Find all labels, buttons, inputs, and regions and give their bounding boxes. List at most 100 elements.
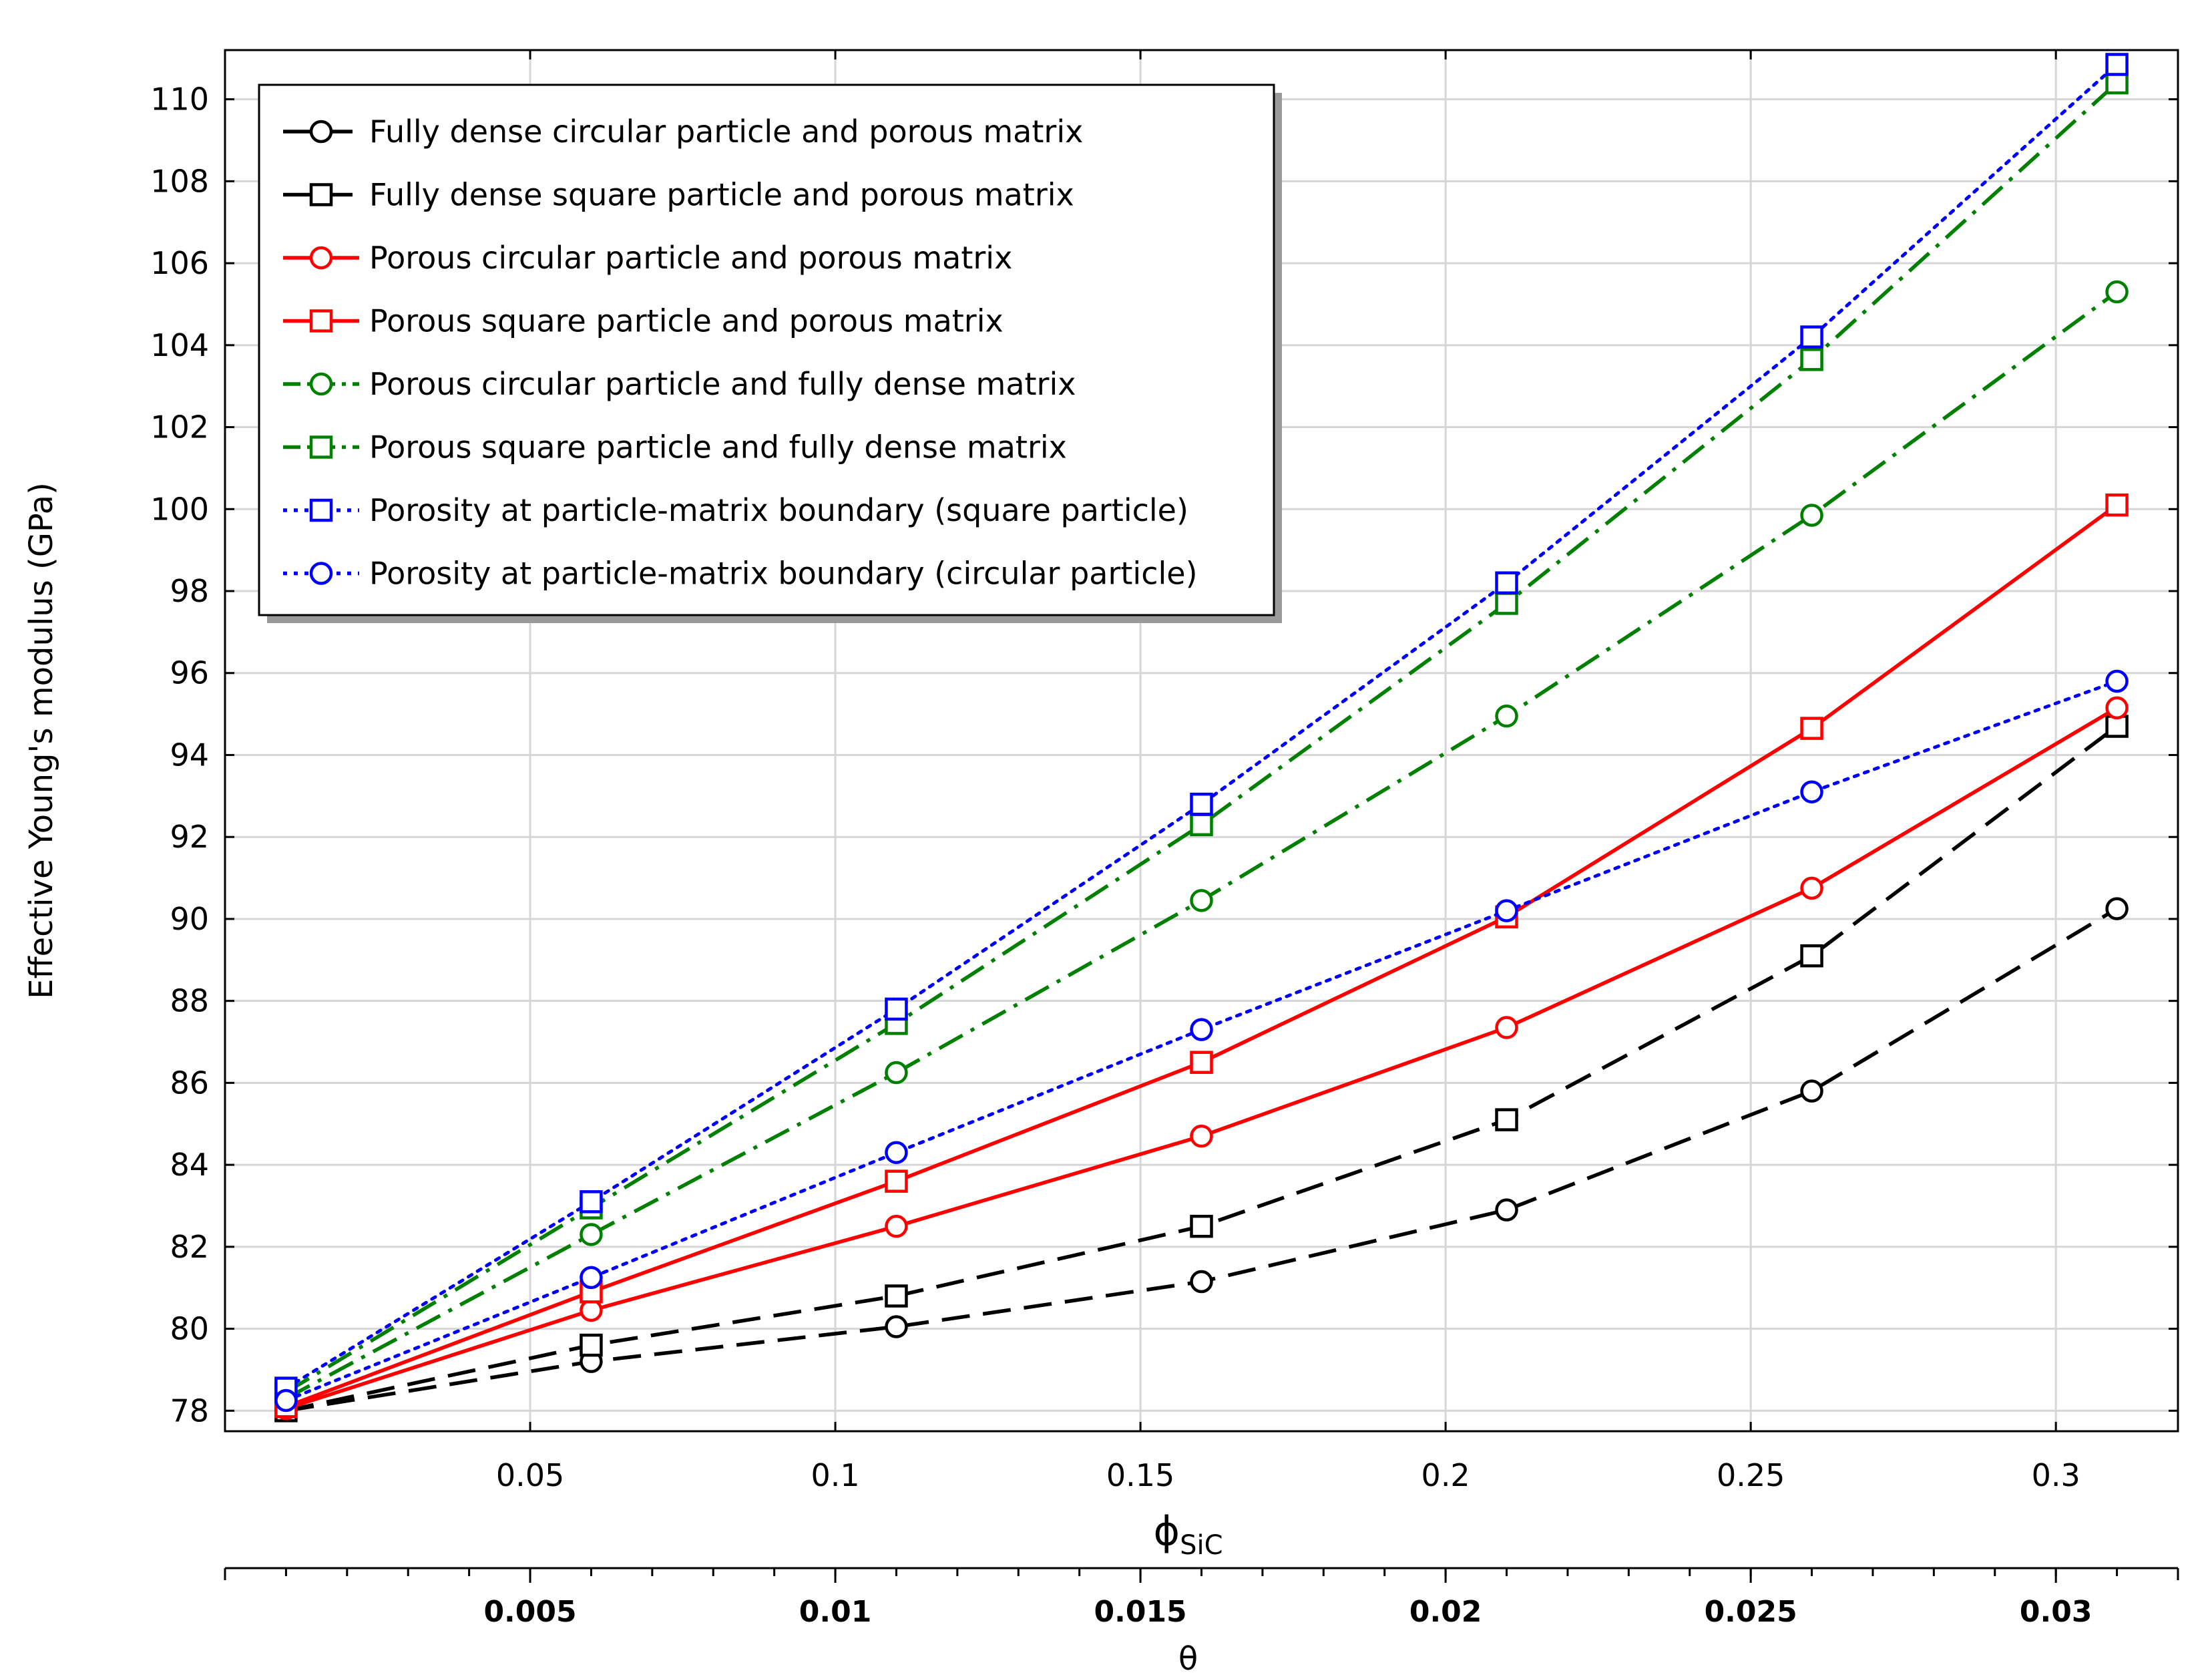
legend-item: Porous square particle and fully dense m… — [283, 429, 1067, 465]
legend-item: Porosity at particle-matrix boundary (sq… — [283, 492, 1188, 528]
y-tick-label: 106 — [150, 245, 209, 281]
data-point — [580, 1190, 603, 1214]
legend-marker — [309, 498, 333, 522]
y-tick-label: 100 — [150, 491, 209, 527]
data-point — [1800, 504, 1823, 527]
legend-marker — [309, 183, 333, 206]
secondary-x-axis-title: θ — [1178, 1640, 1198, 1678]
legend-label: Porous circular particle and fully dense… — [369, 366, 1076, 402]
x-tick-label: 0.15 — [1106, 1457, 1174, 1493]
data-point — [1190, 813, 1213, 837]
legend-item: Porous square particle and porous matrix — [283, 303, 1004, 339]
data-point — [1495, 704, 1518, 728]
data-point — [1190, 889, 1213, 912]
secondary-x-tick-label: 0.01 — [799, 1595, 872, 1629]
y-tick-label: 108 — [150, 163, 209, 199]
series-8 — [274, 669, 2129, 1413]
y-tick-label: 86 — [170, 1065, 209, 1101]
data-point — [885, 1284, 908, 1308]
legend-marker — [309, 120, 333, 144]
data-point — [1190, 1270, 1213, 1294]
data-point — [1800, 876, 1823, 900]
y-tick-label: 80 — [170, 1311, 209, 1347]
x-tick-label: 0.25 — [1717, 1457, 1785, 1493]
data-point — [2105, 897, 2129, 920]
y-axis-title: Effective Young's modulus (GPa) — [23, 482, 60, 999]
legend-marker — [309, 309, 333, 333]
data-point — [885, 997, 908, 1021]
data-point — [1800, 325, 1823, 349]
data-point — [2105, 669, 2129, 693]
data-point — [580, 1266, 603, 1290]
x-axis-title-main: ϕ — [1153, 1508, 1180, 1555]
x-tick-label: 0.2 — [1421, 1457, 1470, 1493]
data-point — [2105, 696, 2129, 720]
series-line — [285, 907, 2119, 1413]
data-point — [580, 1333, 603, 1357]
data-point — [1495, 571, 1518, 594]
legend-marker — [309, 246, 333, 270]
data-point — [1495, 592, 1518, 615]
series-1 — [274, 897, 2129, 1423]
y-tick-label: 84 — [170, 1147, 209, 1183]
x-tick-label: 0.05 — [496, 1457, 564, 1493]
secondary-x-tick-label: 0.015 — [1094, 1595, 1187, 1629]
y-tick-label: 82 — [170, 1229, 209, 1265]
y-tick-label: 102 — [150, 409, 209, 445]
legend-item: Porous circular particle and fully dense… — [283, 366, 1076, 402]
legend-box — [258, 83, 1275, 616]
data-point — [1495, 1198, 1518, 1222]
data-point — [1800, 944, 1823, 968]
data-point — [1190, 1051, 1213, 1074]
legend: Fully dense circular particle and porous… — [258, 83, 1282, 623]
x-tick-label: 0.1 — [811, 1457, 859, 1493]
data-point — [1800, 717, 1823, 740]
y-tick-label: 90 — [170, 901, 209, 937]
data-point — [580, 1223, 603, 1246]
legend-item: Fully dense circular particle and porous… — [283, 114, 1083, 150]
legend-item: Fully dense square particle and porous m… — [283, 177, 1074, 213]
legend-marker — [309, 562, 333, 585]
data-point — [2105, 280, 2129, 304]
x-tick-label: 0.3 — [2032, 1457, 2080, 1493]
data-point — [1800, 780, 1823, 803]
legend-item: Porosity at particle-matrix boundary (ci… — [283, 556, 1198, 592]
data-point — [885, 1214, 908, 1238]
legend-label: Porous square particle and fully dense m… — [369, 429, 1067, 465]
legend-label: Fully dense square particle and porous m… — [369, 177, 1074, 213]
x-axis-title-subscript: SiC — [1180, 1530, 1223, 1561]
data-point — [1190, 1018, 1213, 1041]
series-group — [274, 53, 2129, 1423]
y-tick-label: 92 — [170, 819, 209, 855]
y-tick-label: 110 — [150, 81, 209, 118]
data-point — [2105, 493, 2129, 517]
data-point — [1495, 1108, 1518, 1131]
legend-label: Porosity at particle-matrix boundary (sq… — [369, 492, 1188, 528]
data-point — [274, 1388, 298, 1413]
data-point — [1190, 792, 1213, 816]
data-point — [2105, 53, 2129, 76]
y-tick-label: 94 — [170, 737, 209, 773]
data-point — [885, 1141, 908, 1164]
y-tick-label: 98 — [170, 573, 209, 609]
y-tick-label: 104 — [150, 327, 209, 363]
secondary-x-tick-label: 0.025 — [1705, 1595, 1797, 1629]
data-point — [885, 1061, 908, 1085]
data-point — [1495, 1016, 1518, 1039]
data-point — [1800, 1079, 1823, 1103]
x-axis-title: ϕSiC — [1153, 1508, 1223, 1561]
data-point — [1190, 1124, 1213, 1148]
plot-frame — [224, 49, 2179, 1433]
y-tick-label: 78 — [170, 1392, 209, 1429]
legend-marker — [309, 372, 333, 396]
data-point — [885, 1315, 908, 1338]
legend-label: Porosity at particle-matrix boundary (ci… — [369, 556, 1198, 592]
legend-label: Fully dense circular particle and porous… — [369, 114, 1083, 150]
secondary-x-tick-label: 0.005 — [483, 1595, 576, 1629]
data-point — [2105, 71, 2129, 95]
y-tick-label: 88 — [170, 983, 209, 1019]
data-point — [885, 1169, 908, 1193]
legend-marker — [309, 435, 333, 459]
data-point — [1495, 899, 1518, 922]
y-tick-label: 96 — [170, 655, 209, 691]
